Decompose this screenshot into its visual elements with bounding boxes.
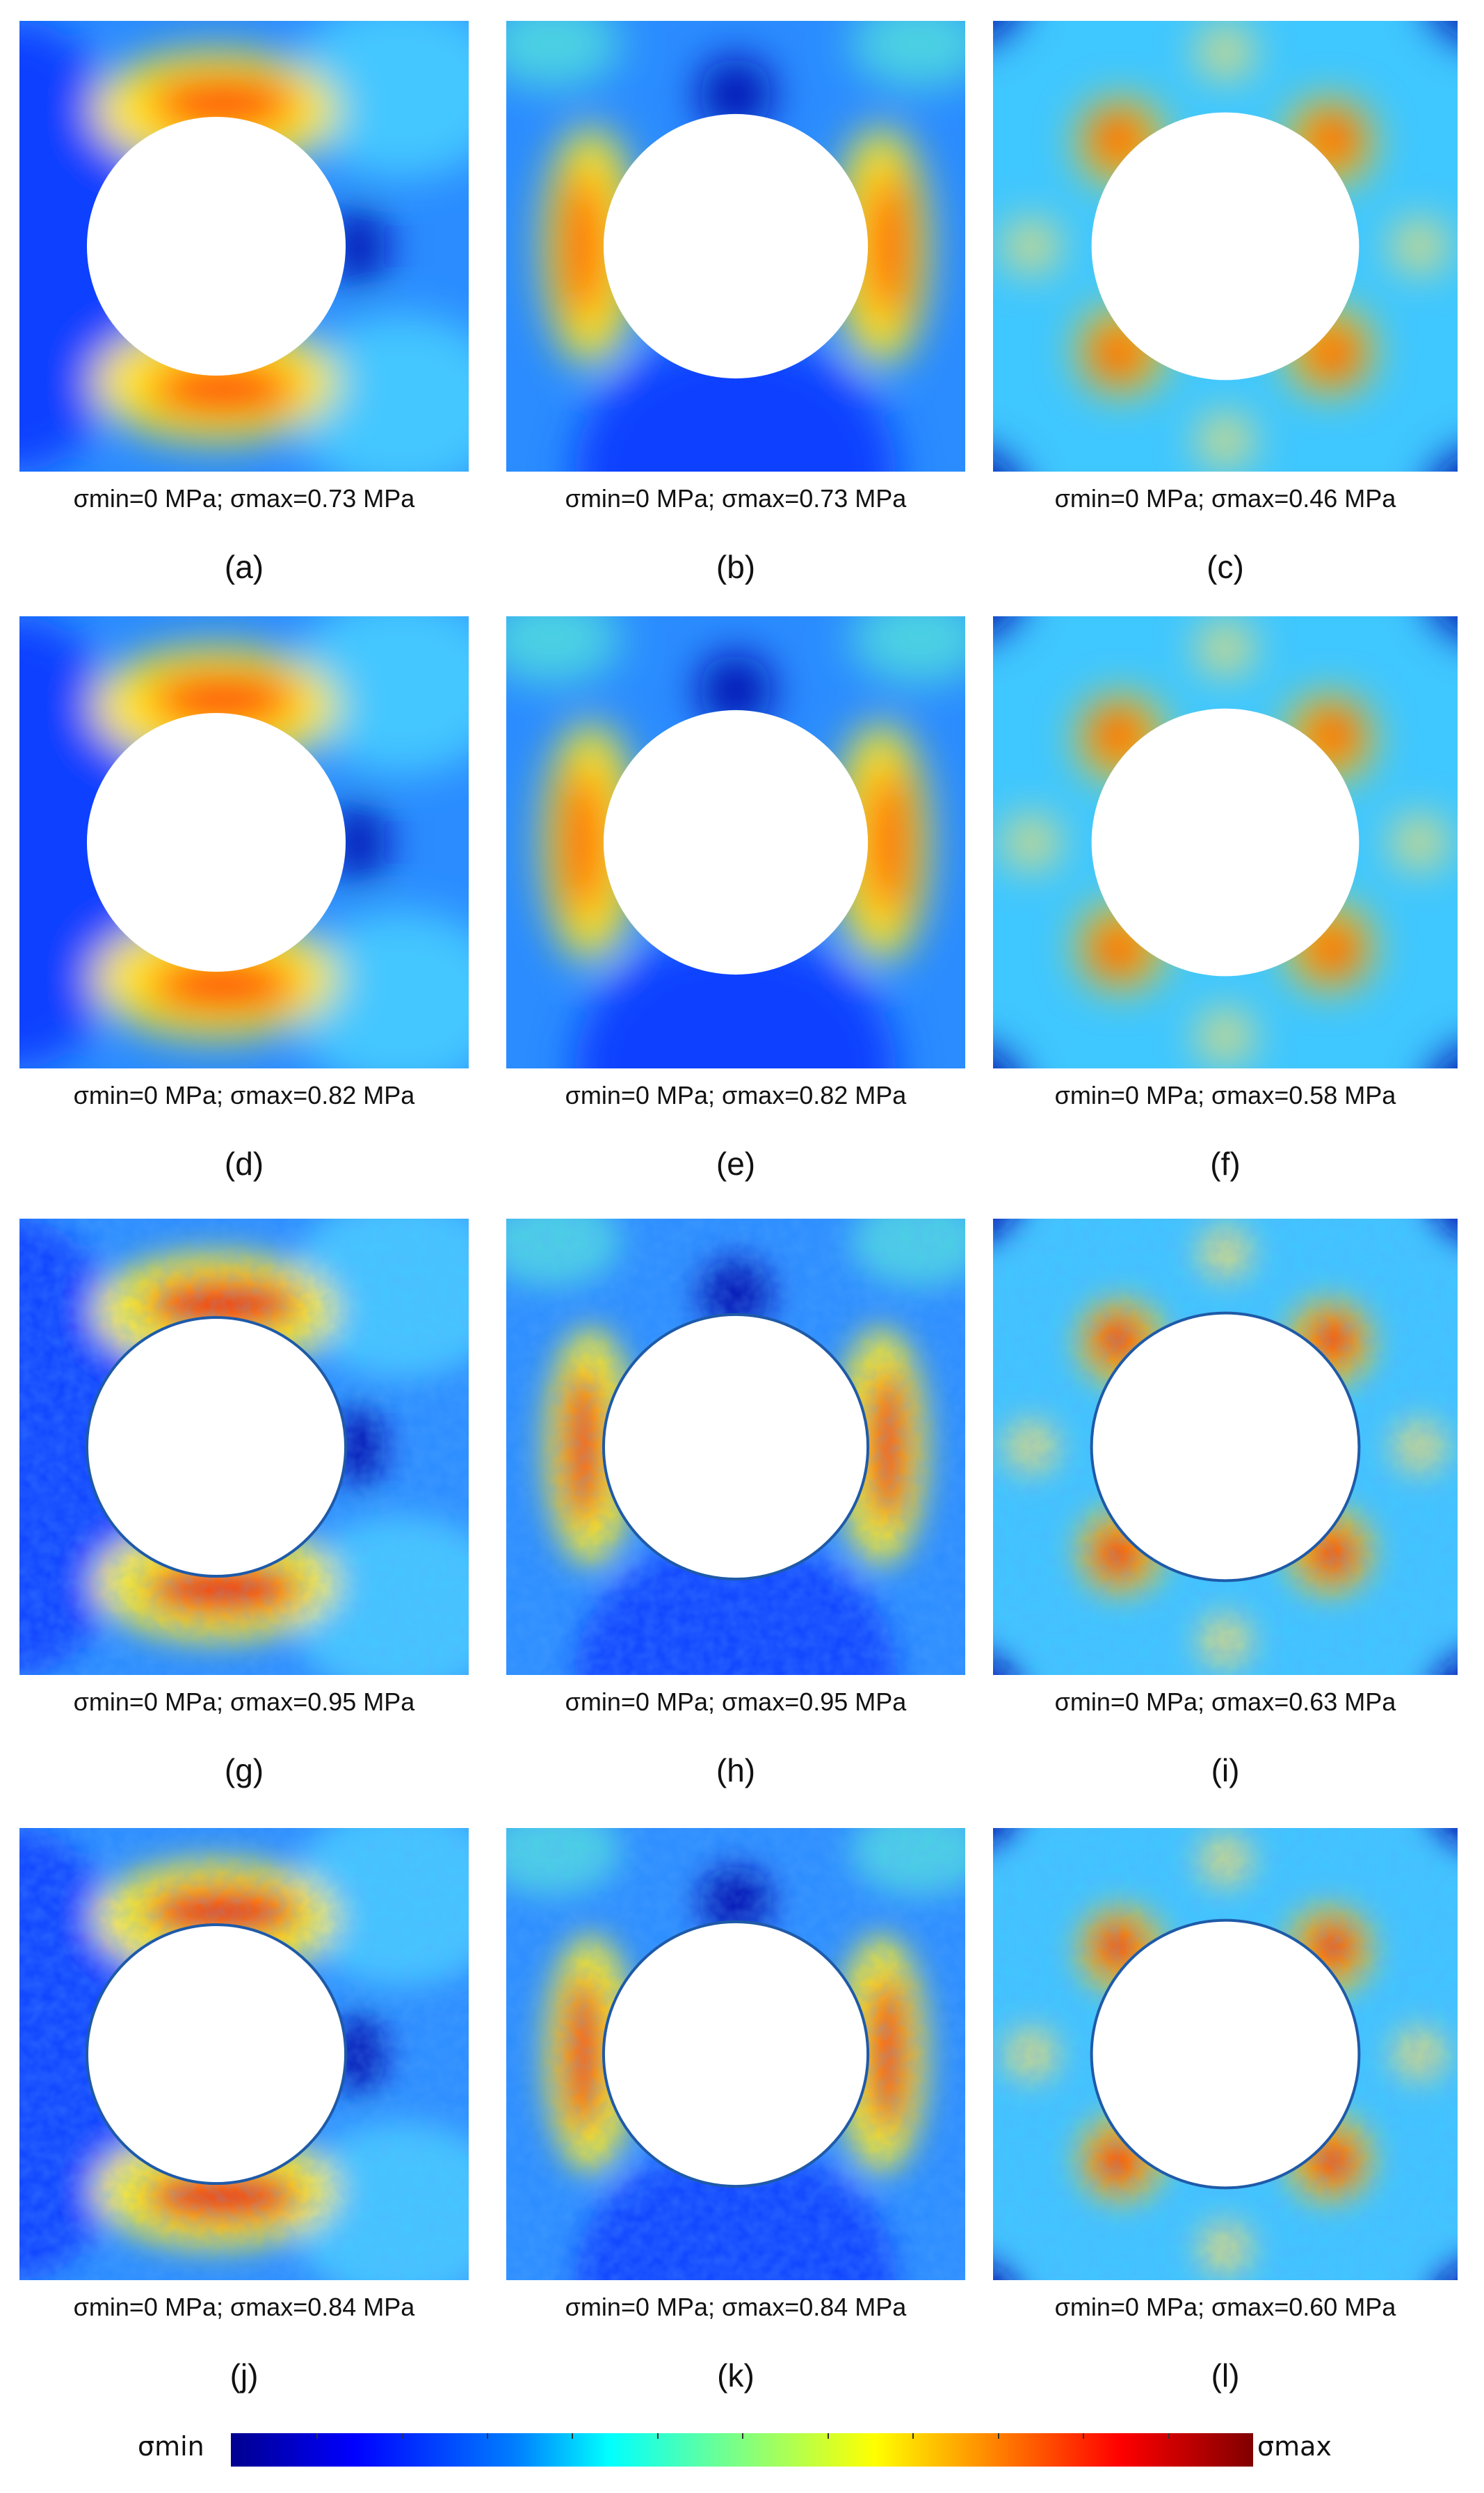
panel-d: σmin=0 MPa; σmax=0.82 MPa (d) <box>19 616 469 1221</box>
panel-label-j: (j) <box>229 2357 259 2394</box>
panel-k: σmin=0 MPa; σmax=0.84 MPa (k) <box>506 1828 965 2433</box>
contour-plot-c <box>993 21 1458 472</box>
panel-i: σmin=0 MPa; σmax=0.63 MPa (i) <box>993 1219 1458 1828</box>
circular-hole <box>1091 112 1360 380</box>
colorbar-min-label: σmin <box>138 2431 204 2462</box>
panel-b: σmin=0 MPa; σmax=0.73 MPa (b) <box>506 21 965 625</box>
contour-plot-a <box>19 21 469 472</box>
circular-hole <box>602 1920 870 2188</box>
colorbar-tick <box>997 2433 999 2439</box>
panel-g: σmin=0 MPa; σmax=0.95 MPa (g) <box>19 1219 469 1828</box>
stress-range-e: σmin=0 MPa; σmax=0.82 MPa <box>565 1081 907 1109</box>
panel-label-k: (k) <box>717 2357 755 2394</box>
panel-label-d: (d) <box>224 1146 264 1182</box>
panel-label-f: (f) <box>1210 1146 1241 1182</box>
panel-label-e: (e) <box>716 1146 756 1182</box>
stress-range-g: σmin=0 MPa; σmax=0.95 MPa <box>73 1688 415 1716</box>
colorbar-tick <box>316 2433 318 2439</box>
panel-c: σmin=0 MPa; σmax=0.46 MPa (c) <box>993 21 1458 625</box>
panel-label-a: (a) <box>224 549 264 585</box>
contour-plot-b <box>506 21 965 472</box>
colorbar-gradient <box>231 2433 1253 2467</box>
panel-label-c: (c) <box>1207 549 1244 585</box>
circular-hole <box>86 712 346 972</box>
circular-hole <box>85 1923 348 2186</box>
stress-range-k: σmin=0 MPa; σmax=0.84 MPa <box>565 2293 907 2321</box>
circular-hole <box>1090 1311 1361 1582</box>
panel-f: σmin=0 MPa; σmax=0.58 MPa (f) <box>993 616 1458 1221</box>
colorbar-tick <box>656 2433 659 2439</box>
panel-a: σmin=0 MPa; σmax=0.73 MPa (a) <box>19 21 469 625</box>
contour-plot-j <box>19 1828 469 2280</box>
circular-hole <box>603 710 869 975</box>
contour-plot-k <box>506 1828 965 2280</box>
colorbar-tick <box>1168 2433 1170 2439</box>
contour-plot-i <box>993 1219 1458 1675</box>
stress-range-i: σmin=0 MPa; σmax=0.63 MPa <box>1054 1688 1396 1716</box>
panel-label-b: (b) <box>716 549 756 585</box>
contour-plot-h <box>506 1219 965 1675</box>
stress-range-j: σmin=0 MPa; σmax=0.84 MPa <box>73 2293 415 2321</box>
stress-range-a: σmin=0 MPa; σmax=0.73 MPa <box>73 484 415 513</box>
circular-hole <box>603 113 869 379</box>
contour-plot-l <box>993 1828 1458 2280</box>
circular-hole <box>85 1315 348 1578</box>
contour-plot-d <box>19 616 469 1068</box>
stress-range-h: σmin=0 MPa; σmax=0.95 MPa <box>565 1688 907 1716</box>
contour-plot-e <box>506 616 965 1068</box>
colorbar-max-label: σmax <box>1257 2431 1332 2462</box>
panel-e: σmin=0 MPa; σmax=0.82 MPa (e) <box>506 616 965 1221</box>
circular-hole <box>1090 1918 1361 2190</box>
circular-hole <box>1091 708 1360 977</box>
colorbar-tick <box>827 2433 829 2439</box>
panel-l: σmin=0 MPa; σmax=0.60 MPa (l) <box>993 1828 1458 2433</box>
contour-plot-f <box>993 616 1458 1068</box>
circular-hole <box>602 1313 870 1581</box>
colorbar-tick <box>572 2433 573 2439</box>
stress-field <box>506 616 965 1068</box>
colorbar-tick <box>742 2433 743 2439</box>
colorbar-tick <box>1083 2433 1084 2439</box>
panel-j: σmin=0 MPa; σmax=0.84 MPa (j) <box>19 1828 469 2433</box>
stress-range-d: σmin=0 MPa; σmax=0.82 MPa <box>73 1081 415 1109</box>
panel-label-h: (h) <box>716 1752 756 1788</box>
colorbar-tick <box>486 2433 488 2439</box>
panel-h: σmin=0 MPa; σmax=0.95 MPa (h) <box>506 1219 965 1828</box>
stress-field <box>506 21 965 472</box>
colorbar-tick <box>401 2433 403 2439</box>
panel-label-i: (i) <box>1211 1752 1240 1788</box>
stress-range-b: σmin=0 MPa; σmax=0.73 MPa <box>565 484 907 513</box>
stress-range-l: σmin=0 MPa; σmax=0.60 MPa <box>1054 2293 1396 2321</box>
stress-range-c: σmin=0 MPa; σmax=0.46 MPa <box>1054 484 1396 513</box>
panel-label-g: (g) <box>224 1752 264 1788</box>
colorbar-tick <box>912 2433 914 2439</box>
contour-plot-g <box>19 1219 469 1675</box>
panel-label-l: (l) <box>1211 2357 1240 2394</box>
circular-hole <box>86 116 346 376</box>
stress-range-f: σmin=0 MPa; σmax=0.58 MPa <box>1054 1081 1396 1109</box>
